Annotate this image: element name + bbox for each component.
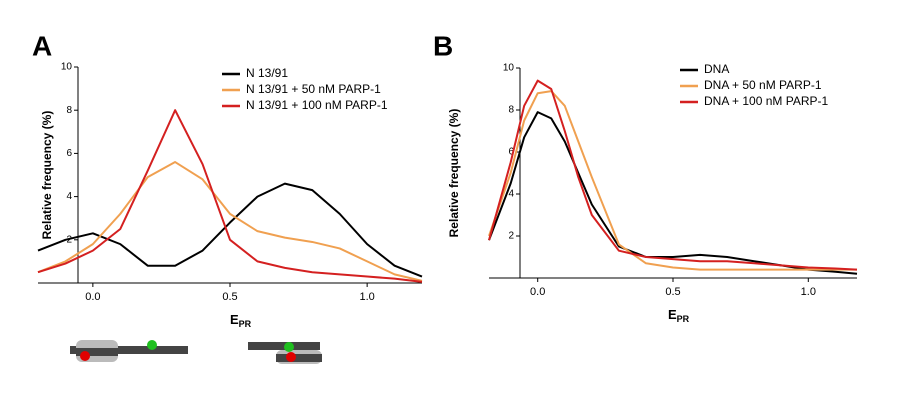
construct-a2 [248,342,322,364]
panel-label: B [433,30,453,61]
construct-a1 [70,340,188,362]
y-tick-label: 6 [66,148,72,159]
fit-line [488,90,857,271]
y-tick-label: 4 [66,191,72,202]
y-tick-label: 2 [508,231,514,242]
x-label-main: E [230,312,239,327]
y-tick-label: 8 [66,105,72,116]
fit-line [37,182,423,278]
legend-label: DNA + 100 nM PARP-1 [704,94,828,108]
x-label-sub: PR [239,319,252,329]
y-tick-label: 2 [66,234,72,245]
x-axis-label: EPR [668,307,690,324]
x-tick-label: 0.0 [85,291,100,303]
legend-label: N 13/91 [246,66,288,80]
y-axis-label: Relative frequency (%) [447,109,461,238]
x-tick-label: 0.0 [530,286,545,298]
y-tick-label: 6 [508,147,514,158]
fit-line [488,111,858,275]
y-tick-label: 10 [503,63,515,74]
y-tick-label: 8 [508,105,514,116]
x-tick-label: 0.5 [665,286,680,298]
y-tick-label: 10 [61,62,73,73]
legend-label: DNA + 50 nM PARP-1 [704,78,822,92]
x-axis-label: EPR [230,312,252,329]
x-tick-label: 0.5 [222,291,237,303]
fit-line [37,109,423,283]
x-tick-label: 1.0 [359,291,374,303]
y-tick-label: 4 [508,189,514,200]
x-label-sub: PR [677,314,690,324]
fit-line [37,161,423,282]
legend-label: N 13/91 + 100 nM PARP-1 [246,98,388,112]
fit-line [488,79,858,271]
y-axis-label: Relative frequency (%) [40,111,54,240]
legend-label: DNA [704,62,729,76]
x-tick-label: 1.0 [801,286,816,298]
x-label-main: E [668,307,677,322]
panel-label: A [32,30,52,61]
legend-label: N 13/91 + 50 nM PARP-1 [246,82,381,96]
